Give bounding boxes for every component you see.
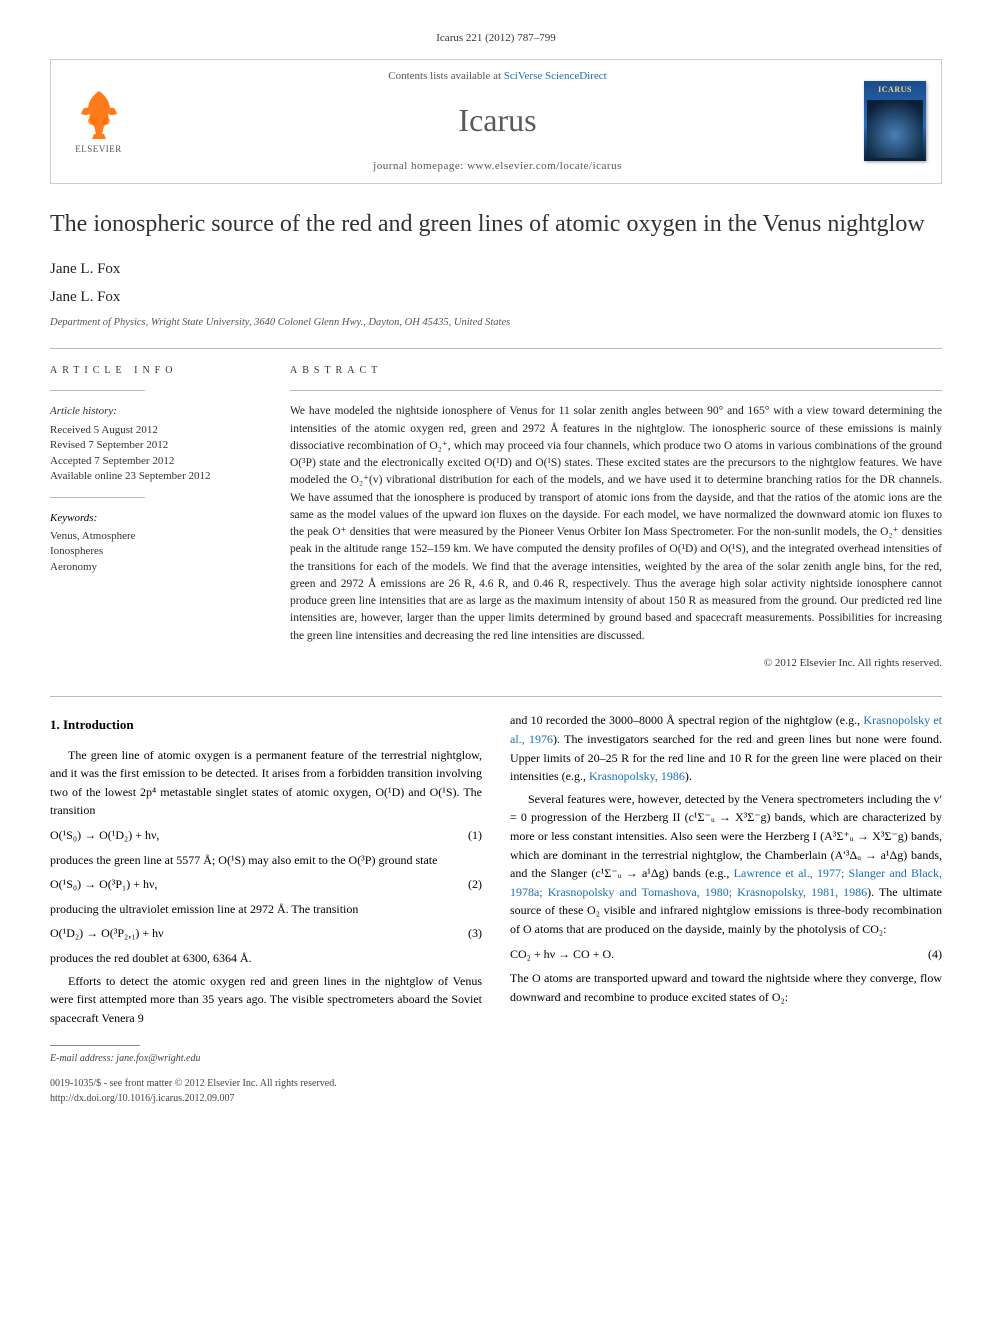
abstract-copyright: © 2012 Elsevier Inc. All rights reserved… [290,655,942,672]
equation-3-number: (3) [468,924,482,943]
abstract-text: We have modeled the nightside ionosphere… [290,403,942,645]
equation-4-number: (4) [928,945,942,964]
author-email[interactable]: jane.fox@wright.edu [116,1053,200,1064]
header-center: Contents lists available at SciVerse Sci… [131,68,864,175]
article-info-heading: article info [50,363,260,378]
keywords-label: Keywords: [50,510,260,527]
equation-4-row: CO₂ + hν → CO + O. (4) [510,945,942,964]
history-revised: Revised 7 September 2012 [50,438,260,453]
body-paragraph: producing the ultraviolet emission line … [50,900,482,919]
keyword-item: Aeronomy [50,560,260,575]
homepage-prefix: journal homepage: [373,160,467,172]
footer-divider [50,1045,140,1046]
journal-homepage-line: journal homepage: www.elsevier.com/locat… [131,158,864,175]
equation-2-row: O(¹S₀) → O(³P₁) + hν, (2) [50,875,482,894]
elsevier-tree-icon [74,86,124,141]
author-name: Jane L. Fox [50,286,942,309]
separator-line [50,696,942,697]
history-label: Article history: [50,403,260,420]
info-abstract-row: article info Article history: Received 5… [50,363,942,671]
body-paragraph: and 10 recorded the 3000–8000 Å spectral… [510,711,942,785]
journal-cover-thumbnail: ICARUS [864,81,926,161]
equation-3: O(¹D₂) → O(³P₂,₁) + hν [50,924,164,943]
body-paragraph: The green line of atomic oxygen is a per… [50,746,482,820]
journal-name: Icarus [131,96,864,144]
article-info-column: article info Article history: Received 5… [50,363,260,671]
abstract-column: abstract We have modeled the nightside i… [290,363,942,671]
history-received: Received 5 August 2012 [50,423,260,438]
body-text: ). [685,769,692,783]
issn-frontmatter-line: 0019-1035/$ - see front matter © 2012 El… [50,1076,942,1091]
cover-title: ICARUS [878,84,912,96]
keyword-item: Ionospheres [50,544,260,559]
corresponding-email-line: E-mail address: jane.fox@wright.edu [50,1051,942,1066]
abstract-divider [290,390,942,391]
contents-lists-line: Contents lists available at SciVerse Sci… [131,68,864,85]
body-paragraph: The O atoms are transported upward and t… [510,969,942,1006]
body-paragraph: produces the green line at 5577 Å; O(¹S)… [50,851,482,870]
body-paragraph: Several features were, however, detected… [510,790,942,939]
publisher-name: ELSEVIER [75,143,122,157]
equation-2: O(¹S₀) → O(³P₁) + hν, [50,875,157,894]
elsevier-logo: ELSEVIER [66,84,131,159]
homepage-url[interactable]: www.elsevier.com/locate/icarus [467,160,622,172]
article-title: The ionospheric source of the red and gr… [50,209,942,240]
equation-2-number: (2) [468,875,482,894]
author-name: Jane L. Fox [50,258,942,281]
separator-line [50,348,942,349]
info-divider [50,390,145,391]
contents-prefix: Contents lists available at [388,70,503,82]
doi-line[interactable]: http://dx.doi.org/10.1016/j.icarus.2012.… [50,1091,942,1106]
body-paragraph: produces the red doublet at 6300, 6364 Å… [50,949,482,968]
journal-header-box: ELSEVIER Contents lists available at Sci… [50,59,942,184]
section-1-heading: 1. Introduction [50,715,482,735]
equation-1: O(¹S₀) → O(¹D₂) + hν, [50,826,159,845]
body-text: and 10 recorded the 3000–8000 Å spectral… [510,713,863,727]
equation-4: CO₂ + hν → CO + O. [510,945,614,964]
header-citation: Icarus 221 (2012) 787–799 [50,30,942,47]
sciencedirect-link[interactable]: SciVerse ScienceDirect [504,70,607,82]
citation-link[interactable]: Krasnopolsky, 1986 [589,769,685,783]
author-affiliation: Department of Physics, Wright State Univ… [50,315,942,331]
equation-3-row: O(¹D₂) → O(³P₂,₁) + hν (3) [50,924,482,943]
abstract-heading: abstract [290,363,942,378]
email-label: E-mail address: [50,1053,116,1064]
history-online: Available online 23 September 2012 [50,469,260,484]
page-footer: E-mail address: jane.fox@wright.edu 0019… [50,1045,942,1106]
body-text: ). The investigators searched for the re… [510,732,942,783]
history-accepted: Accepted 7 September 2012 [50,454,260,469]
info-divider [50,497,145,498]
equation-1-row: O(¹S₀) → O(¹D₂) + hν, (1) [50,826,482,845]
equation-1-number: (1) [468,826,482,845]
keyword-item: Venus, Atmosphere [50,529,260,544]
body-two-column: 1. Introduction The green line of atomic… [50,711,942,1027]
body-paragraph: Efforts to detect the atomic oxygen red … [50,972,482,1028]
